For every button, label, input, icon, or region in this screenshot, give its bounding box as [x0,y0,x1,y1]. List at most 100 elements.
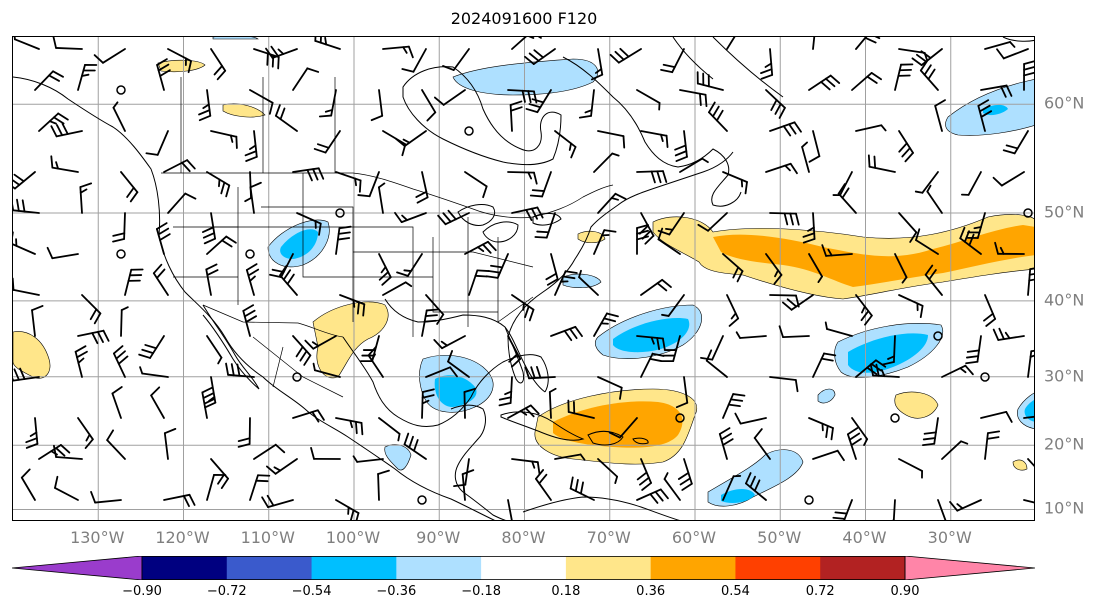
wind-barb [242,304,258,337]
wind-barb [310,446,341,460]
wind-barb [339,294,366,317]
wind-barb [120,306,129,337]
wind-barb [679,157,709,173]
wind-barb [13,231,36,255]
coastline [342,336,549,428]
wind-barb [167,192,197,214]
wind-barb [735,331,767,339]
wind-barb [765,253,783,285]
wind-barb [708,101,728,132]
wind-barb [509,100,523,132]
wind-barb [545,253,559,286]
wind-barb [597,192,627,214]
wind-barb [525,89,552,114]
wind-barb [396,253,423,277]
wind-barb [425,366,458,378]
wind-barb [53,444,83,460]
wind-barb [593,229,617,255]
wind-barb [524,48,556,65]
wind-barb [210,458,229,489]
wind-barb [116,249,126,259]
wind-barb [314,37,341,50]
wind-barb [421,89,437,122]
colorbar-tick-label: 0.72 [805,584,835,599]
wind-barb [578,89,595,119]
wind-barb [265,45,298,59]
wind-barb [608,417,638,439]
wind-barb [13,277,40,296]
wind-barb [77,417,94,449]
wind-barb [640,130,669,148]
wind-barb [245,249,255,259]
wind-barb [593,312,619,337]
wind-barb [924,264,943,296]
wind-barb [922,417,939,447]
wind-barb [225,362,255,378]
negative-anomaly-core [848,333,928,373]
wind-barb [13,367,40,382]
wind-barb [139,366,169,378]
wind-barb [722,475,742,501]
wind-barb [718,427,734,460]
colorbar-segment [481,556,567,580]
wind-barb [663,472,681,501]
wind-barb [415,171,429,204]
wind-barb [249,474,271,501]
wind-barb [980,411,1013,423]
negative-anomaly-core [613,318,690,353]
wind-barb [357,171,380,198]
colorbar-outline [141,556,906,580]
colorbar-tick-label: −0.72 [206,584,247,599]
longitude-label: 30°W [927,528,972,547]
wind-barb [464,240,497,255]
wind-barb [638,212,655,245]
negative-anomaly-region [212,37,259,40]
wind-barb [934,99,946,132]
wind-barb [463,387,477,419]
wind-barb [206,335,223,365]
wind-barb [167,48,192,74]
negative-anomaly-region [452,58,598,96]
wind-barb [578,269,599,296]
colorbar-tick-label: 0.36 [636,584,666,599]
colorbar-extend-high [904,556,1035,580]
state-border [261,206,354,322]
wind-barb [941,364,974,378]
wind-barb [894,253,908,284]
coastline [1002,37,1034,42]
wind-barb [569,476,595,501]
wind-barb [808,253,823,283]
map-canvas [13,37,1034,520]
wind-barb [636,458,652,491]
wind-barb [636,488,669,504]
wind-barb [511,37,542,50]
wind-barb [50,122,83,138]
wind-barb [201,212,216,245]
wind-barb [769,121,802,137]
colorbar-segment [142,556,228,580]
wind-barb [152,263,169,296]
wind-barb [13,171,36,190]
wind-barb [965,335,982,365]
wind-barb [765,162,798,175]
wind-barb [941,440,969,460]
wind-barb [597,458,619,484]
colorbar-tick-label: −0.54 [291,584,332,599]
wind-barb [869,363,900,378]
wind-barb [261,494,294,508]
longitude-label: 90°W [416,528,461,547]
wind-barb [93,48,126,64]
wind-barb [722,393,746,419]
wind-barb [1023,208,1033,218]
negative-anomaly-core [434,375,477,407]
wind-barb [198,89,212,122]
colorbar-segment [650,556,736,580]
wind-barb [201,386,216,419]
wind-barb [155,222,171,255]
wind-barb [554,130,577,159]
political-borders [161,77,614,398]
wind-barb [597,130,626,149]
coastline [13,76,495,520]
wind-barb [210,48,227,81]
wind-barb [851,417,869,446]
